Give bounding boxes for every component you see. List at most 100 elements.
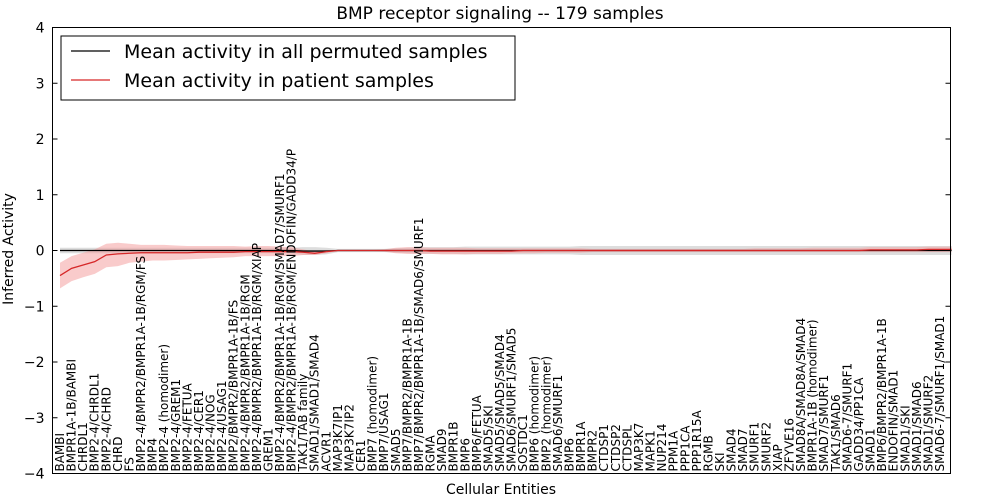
category-label: ENDOFIN/SMAD1 [887,370,901,472]
category-label: CTDSPL [620,425,634,472]
category-label: PPM1A [667,430,681,471]
category-label: BMP6 [562,438,576,471]
x-axis-label: Cellular Entities [446,482,556,498]
category-labels: BAMBIBMPR1A-1B/BAMBICHRDL1BMP2-4/CHRDL1B… [53,149,947,473]
category-label: SMAD6-7/SMURF1 [840,363,854,472]
category-label: NUP214 [655,424,669,472]
y-tick-label: −2 [24,355,45,371]
y-tick-label: 0 [36,244,45,260]
category-label: SMAD6-7/SMURF1/SMAD1 [933,316,947,472]
category-label: XIAP [771,444,785,471]
category-label: BMP2-4/BMPR2/BMPR1A-1B/RGM/SMAD7/SMURF1 [273,173,287,471]
category-label: BMP2-4/USAG1 [215,380,229,471]
category-label: ZFYVE16 [782,418,796,472]
legend-box [60,35,516,101]
legend-label-permuted: Mean activity in all permuted samples [124,41,487,63]
category-label: BMP2-4/BMPR2/BMPR1A-1B/RGM/FS [134,256,148,472]
legend: Mean activity in all permuted samples Me… [60,35,516,101]
category-label: SMAD7 [736,428,750,471]
category-label: CTDSP2 [609,424,623,471]
category-label: SMAD1/SMAD1/SMAD4 [308,334,322,471]
category-label: CHRDL1 [76,422,90,471]
chart-title: BMP receptor signaling -- 179 samples [336,4,663,24]
category-label: MAP3K7IP1 [331,404,345,471]
category-label: SMAD1/SMAD6 [910,381,924,471]
category-label: SMAD9 [435,428,449,471]
category-label: SMAD5 [389,428,403,471]
category-label: SMAD8A/SMAD8A/SMAD4 [794,318,808,472]
category-label: SMURF1 [748,422,762,472]
category-label: CTDSP1 [597,424,611,471]
category-label: BMP2-4/BMPR2/BMPR1A-1B/RGM/XIAP [250,243,264,472]
category-label: GADD34/PP1CA [852,377,866,472]
category-label: BMP2-4/CHRD [99,387,113,471]
category-label: SMAD6/SMURF1/SMAD5 [505,328,519,472]
y-tick-label: 3 [36,76,45,92]
category-label: FS [122,457,136,471]
y-tick-label: −1 [24,299,45,315]
category-label: BMP7/BMPR2/BMPR1A-1B [400,318,414,471]
plot-frame [52,27,951,474]
category-label: MAP3K7 [632,423,646,472]
y-tick-label: −3 [24,411,45,427]
category-label: RGMB [701,435,715,471]
y-tick-label: 2 [36,132,45,148]
category-label: BMP2-4/FETUA [180,382,194,471]
category-label: SMAD7/SMURF1 [817,375,831,472]
category-label: RGMA [424,435,438,472]
category-label: SMAD1/SMURF2 [921,375,935,472]
category-label: BMP7/USAG1 [377,392,391,471]
category-label: SMAD1/SKI [898,405,912,471]
band-patient [60,242,952,289]
category-label: ACVR1 [319,431,333,472]
category-label: BMP2 (homodimer) [539,356,553,472]
category-label: GREM1 [261,428,275,471]
category-label: BAMBI [53,433,67,472]
category-label: TAK1/TAB family [296,374,310,473]
y-tick-label: −4 [24,467,45,483]
category-label: BMP2-4/BMPR2/BMPR1A-1B/RGM/ENDOFIN/GADD3… [285,149,299,472]
category-label: SMAD1 [864,428,878,471]
category-label: SOSTDC1 [516,414,530,471]
category-label: BMP7/BMPR2/BMPR1A-1B/SMAD6/SMURF1 [412,217,426,471]
category-label: MAPK1 [644,430,658,471]
category-label: SKI [713,452,727,471]
category-label: BMP6 [458,438,472,471]
category-label: BMPR1A-1B/BAMBI [65,359,79,472]
category-label: CHRD [111,437,125,472]
category-label: BMPR2 [586,430,600,472]
series-lines [59,248,952,277]
category-label: SMAD4 [725,428,739,471]
confidence-bands [60,242,952,289]
legend-label-patient: Mean activity in patient samples [124,70,434,92]
category-label: BMP7 (homodimer) [366,356,380,472]
series-line-patient [59,248,952,277]
category-label: BMPR1B [447,421,461,471]
category-label: BMP2-4/GREM1 [169,379,183,472]
category-label: CER1 [354,440,368,472]
category-label: SMAD5/SKI [481,405,495,471]
category-label: BMP2-4/BMPR2/BMPR1A-1B/RGM [238,274,252,471]
category-label: BMP2-4/NOG [204,394,218,471]
category-label: SMURF2 [759,422,773,472]
y-tick-label: 1 [36,188,45,204]
category-label: PPP1R15A [690,410,704,472]
category-label: BMP2-4/CHRDL1 [88,373,102,472]
category-label: PPP1CA [678,425,692,472]
category-label: BMP4 [146,438,160,471]
category-label: BMP6/BMPR2/BMPR1A-1B [875,318,889,471]
category-label: BMPR1A [574,421,588,472]
category-label: SMAD5/SMAD5/SMAD4 [493,334,507,471]
category-label: BMP6/FETUA [470,394,484,471]
category-label: SMAD6/SMURF1 [551,375,565,472]
category-label: BMP2-4/CER1 [192,390,206,471]
category-label: BMP2/BMPR2/BMPR1A-1B/FS [227,300,241,472]
y-axis-ticks: −4 −3 −2 −1 0 1 2 3 4 [24,21,951,483]
category-label: MAP3K7IP2 [342,404,356,471]
category-label: BMPR1A-1B (homodimer) [806,319,820,471]
category-label: BMP2-4 (homodimer) [157,344,171,472]
y-axis-label: Inferred Activity [1,193,17,305]
y-tick-label: 4 [36,21,45,37]
category-label: TAK1/SMAD6 [829,394,843,472]
